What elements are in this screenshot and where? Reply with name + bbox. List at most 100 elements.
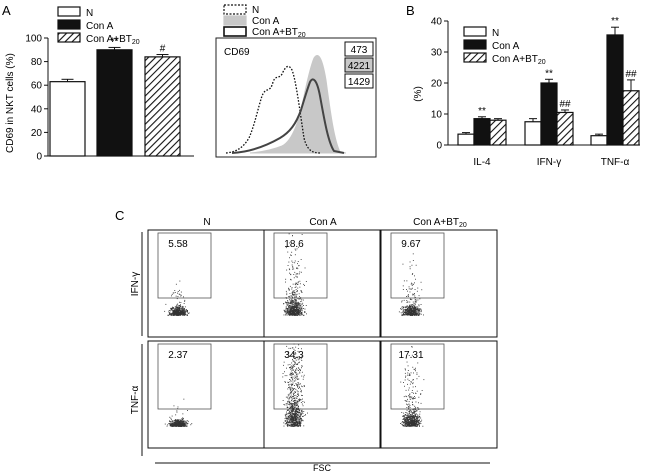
flow-event-dot bbox=[182, 309, 184, 310]
flow-event-dot bbox=[401, 306, 403, 308]
flow-event-dot bbox=[291, 410, 293, 412]
flow-event-dot bbox=[171, 422, 173, 424]
flow-event-dot bbox=[292, 309, 294, 311]
flow-event-dot bbox=[293, 303, 295, 305]
flow-event-dot bbox=[291, 418, 293, 420]
flow-event-dot bbox=[287, 396, 289, 398]
flow-event-dot bbox=[296, 376, 298, 378]
flow-event-dot bbox=[293, 425, 295, 427]
flow-event-dot bbox=[421, 289, 423, 291]
flow-event-dot bbox=[288, 401, 290, 403]
flow-event-dot bbox=[305, 305, 307, 306]
flow-event-dot bbox=[301, 304, 303, 306]
flow-event-dot bbox=[414, 413, 416, 415]
flow-event-dot bbox=[175, 425, 177, 426]
flow-event-dot bbox=[180, 424, 182, 426]
flow-event-dot bbox=[417, 414, 419, 416]
flow-event-dot bbox=[293, 409, 294, 411]
flow-event-dot bbox=[417, 407, 419, 409]
flow-event-dot bbox=[292, 382, 294, 384]
flow-event-dot bbox=[289, 424, 291, 426]
flow-event-dot bbox=[409, 309, 411, 310]
flow-event-dot bbox=[297, 394, 299, 395]
flow-event-dot bbox=[297, 311, 299, 312]
flow-event-dot bbox=[285, 415, 287, 417]
panel-b-label: B bbox=[406, 3, 415, 18]
flow-event-dot bbox=[294, 314, 296, 315]
flow-event-dot bbox=[290, 354, 291, 356]
flow-event-dot bbox=[299, 369, 301, 370]
flow-event-dot bbox=[178, 419, 179, 421]
flow-event-dot bbox=[295, 377, 296, 379]
flow-event-dot bbox=[407, 311, 409, 313]
flow-event-dot bbox=[414, 415, 415, 417]
flow-event-dot bbox=[171, 314, 172, 316]
flow-event-dot bbox=[169, 310, 171, 312]
flow-event-dot bbox=[182, 425, 184, 427]
flow-event-dot bbox=[299, 424, 301, 426]
flow-event-dot bbox=[298, 293, 300, 295]
fsc-axis-label: FSC bbox=[313, 463, 332, 473]
flow-event-dot bbox=[285, 423, 287, 424]
flow-event-dot bbox=[292, 306, 293, 308]
flow-event-dot bbox=[285, 420, 287, 421]
flow-event-dot bbox=[403, 314, 405, 316]
flow-event-dot bbox=[179, 307, 180, 309]
flow-event-dot bbox=[292, 370, 294, 371]
flow-event-dot bbox=[297, 391, 299, 393]
flow-event-dot bbox=[290, 386, 292, 388]
flow-event-dot bbox=[173, 425, 175, 426]
flow-event-dot bbox=[288, 295, 290, 297]
flow-event-dot bbox=[296, 412, 297, 414]
flow-event-dot bbox=[175, 310, 177, 312]
flow-event-dot bbox=[285, 416, 287, 417]
flow-event-dot bbox=[287, 424, 289, 426]
flow-event-dot bbox=[287, 313, 289, 315]
flow-event-dot bbox=[403, 421, 405, 423]
flow-event-dot bbox=[404, 311, 406, 313]
flow-event-dot bbox=[407, 420, 408, 421]
flow-event-dot bbox=[296, 305, 298, 307]
flow-event-dot bbox=[180, 425, 182, 426]
panel-a-ytick-label: 40 bbox=[31, 104, 43, 115]
flow-event-dot bbox=[409, 306, 411, 308]
flow-event-dot bbox=[181, 423, 183, 425]
flow-event-dot bbox=[299, 421, 301, 423]
flow-event-dot bbox=[292, 376, 294, 378]
flow-event-dot bbox=[182, 313, 184, 314]
flow-event-dot bbox=[297, 304, 299, 306]
flow-event-dot bbox=[290, 311, 292, 312]
flow-event-dot bbox=[290, 367, 291, 368]
flow-event-dot bbox=[298, 409, 299, 411]
flow-event-dot bbox=[288, 289, 290, 291]
flow-event-dot bbox=[176, 420, 178, 422]
flow-event-dot bbox=[285, 302, 287, 304]
flow-event-dot bbox=[164, 423, 166, 425]
flow-event-dot bbox=[297, 402, 299, 404]
flow-event-dot bbox=[292, 353, 294, 354]
flow-event-dot bbox=[306, 313, 307, 315]
flow-event-dot bbox=[409, 410, 410, 412]
flow-event-dot bbox=[410, 313, 412, 314]
flow-event-dot bbox=[175, 312, 177, 314]
flow-event-dot bbox=[288, 306, 290, 308]
flow-event-dot bbox=[408, 419, 410, 420]
flow-event-dot bbox=[292, 413, 293, 415]
flow-event-dot bbox=[405, 414, 407, 415]
flow-event-dot bbox=[404, 417, 406, 419]
flow-event-dot bbox=[297, 409, 298, 411]
flow-event-dot bbox=[411, 282, 412, 284]
flow-event-dot bbox=[420, 421, 422, 422]
flow-event-cloud bbox=[283, 233, 307, 316]
flow-event-dot bbox=[299, 307, 301, 309]
col-title-cona: Con A bbox=[309, 217, 337, 228]
flow-event-dot bbox=[186, 310, 188, 312]
flow-event-dot bbox=[292, 373, 294, 375]
flow-event-dot bbox=[416, 300, 418, 302]
flow-gate bbox=[390, 343, 445, 410]
flow-event-dot bbox=[296, 420, 298, 422]
flow-event-dot bbox=[172, 307, 174, 308]
flow-event-dot bbox=[299, 400, 300, 402]
flow-event-dot bbox=[298, 367, 300, 369]
flow-event-dot bbox=[179, 424, 180, 426]
